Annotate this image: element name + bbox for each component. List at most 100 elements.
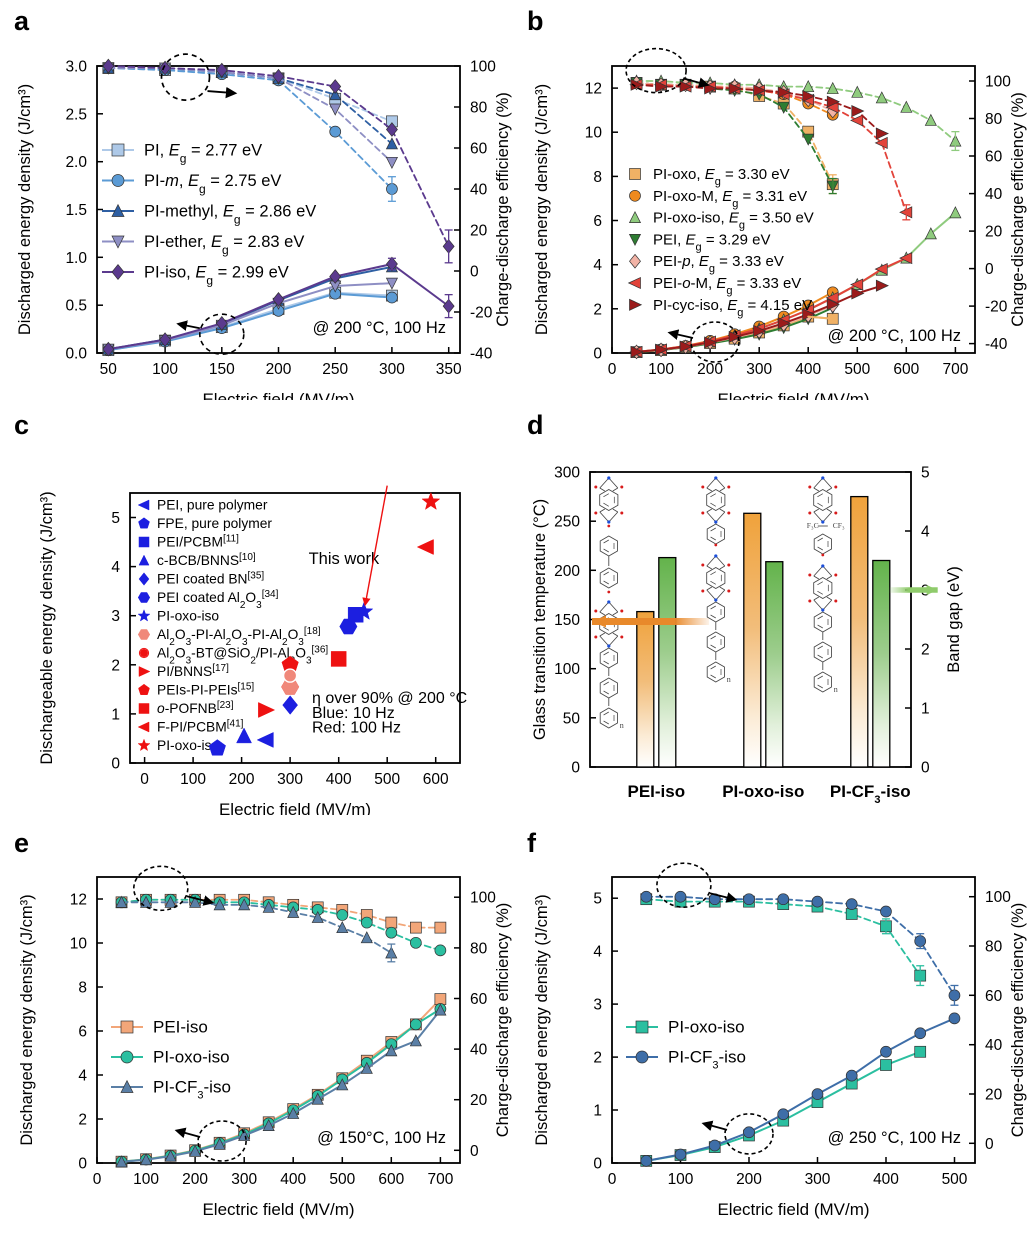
svg-text:0: 0 bbox=[985, 261, 994, 278]
svg-text:300: 300 bbox=[231, 1171, 257, 1188]
svg-text:f: f bbox=[527, 828, 537, 858]
svg-text:PI-CF3-iso: PI-CF3-iso bbox=[830, 782, 911, 806]
svg-text:PI-ether, Eg = 2.83 eV: PI-ether, Eg = 2.83 eV bbox=[144, 233, 304, 257]
svg-text:Discharged energy density (J/c: Discharged energy density (J/cm³) bbox=[533, 84, 551, 335]
svg-text:10: 10 bbox=[70, 936, 88, 953]
svg-text:60: 60 bbox=[470, 991, 488, 1008]
svg-text:80: 80 bbox=[985, 111, 1003, 128]
svg-text:@ 200 °C, 100 Hz: @ 200 °C, 100 Hz bbox=[313, 319, 446, 337]
svg-text:1.5: 1.5 bbox=[65, 202, 87, 219]
svg-text:c: c bbox=[14, 410, 29, 440]
svg-text:@ 150°C, 100 Hz: @ 150°C, 100 Hz bbox=[317, 1129, 446, 1147]
svg-text:PEI-p, Eg = 3.33 eV: PEI-p, Eg = 3.33 eV bbox=[653, 253, 784, 275]
svg-text:600: 600 bbox=[378, 1171, 404, 1188]
svg-text:PI-methyl, Eg = 2.86 eV: PI-methyl, Eg = 2.86 eV bbox=[144, 203, 316, 227]
svg-text:100: 100 bbox=[470, 59, 496, 76]
svg-text:Glass transition temperature (: Glass transition temperature (°C) bbox=[531, 499, 549, 740]
svg-text:2: 2 bbox=[593, 1050, 602, 1067]
svg-text:PI-oxo-iso: PI-oxo-iso bbox=[157, 609, 219, 624]
svg-text:PI-oxo, Eg = 3.30 eV: PI-oxo, Eg = 3.30 eV bbox=[653, 166, 790, 188]
svg-text:1: 1 bbox=[593, 1103, 602, 1120]
svg-text:Dischargeable energy density (: Dischargeable energy density (J/cm³) bbox=[38, 491, 56, 764]
svg-text:700: 700 bbox=[427, 1171, 453, 1188]
svg-text:4: 4 bbox=[593, 257, 602, 274]
svg-text:Charge-discharge efficiency (%: Charge-discharge efficiency (%) bbox=[1009, 92, 1027, 326]
svg-text:PEI/PCBM[11]: PEI/PCBM[11] bbox=[157, 533, 239, 550]
svg-text:PI/BNNS[17]: PI/BNNS[17] bbox=[157, 663, 229, 680]
svg-text:Electric field (MV/m): Electric field (MV/m) bbox=[219, 800, 371, 819]
svg-text:-40: -40 bbox=[470, 346, 493, 363]
svg-text:200: 200 bbox=[554, 563, 580, 580]
svg-text:8: 8 bbox=[593, 169, 602, 186]
svg-text:n: n bbox=[834, 685, 838, 694]
svg-text:PEI coated BN[35]: PEI coated BN[35] bbox=[157, 570, 264, 587]
svg-text:PEIs-PI-PEIs[15]: PEIs-PI-PEIs[15] bbox=[157, 681, 254, 698]
svg-text:300: 300 bbox=[554, 465, 580, 482]
svg-text:40: 40 bbox=[985, 1037, 1003, 1054]
svg-text:4: 4 bbox=[111, 559, 120, 576]
svg-text:200: 200 bbox=[266, 361, 292, 378]
svg-text:40: 40 bbox=[470, 182, 488, 199]
svg-text:200: 200 bbox=[697, 361, 723, 378]
svg-text:b: b bbox=[527, 6, 544, 36]
svg-text:50: 50 bbox=[100, 361, 118, 378]
svg-text:20: 20 bbox=[985, 224, 1003, 241]
svg-text:PI-CF3-iso: PI-CF3-iso bbox=[153, 1078, 231, 1102]
svg-text:PI-m, Eg = 2.75 eV: PI-m, Eg = 2.75 eV bbox=[144, 172, 281, 196]
svg-text:80: 80 bbox=[985, 939, 1003, 956]
svg-text:This work: This work bbox=[309, 550, 380, 568]
svg-text:1: 1 bbox=[111, 706, 120, 723]
svg-text:PI-oxo-iso: PI-oxo-iso bbox=[722, 782, 804, 801]
svg-text:10: 10 bbox=[585, 125, 603, 142]
svg-text:2: 2 bbox=[593, 301, 602, 318]
svg-text:Electric field (MV/m): Electric field (MV/m) bbox=[202, 1200, 354, 1219]
svg-text:50: 50 bbox=[563, 710, 581, 727]
svg-text:4: 4 bbox=[78, 1068, 87, 1085]
svg-text:400: 400 bbox=[280, 1171, 306, 1188]
svg-text:150: 150 bbox=[209, 361, 235, 378]
svg-text:3: 3 bbox=[593, 997, 602, 1014]
svg-text:100: 100 bbox=[668, 1171, 694, 1188]
svg-text:200: 200 bbox=[229, 771, 255, 788]
svg-text:40: 40 bbox=[985, 186, 1003, 203]
svg-text:PI-oxo-iso, Eg = 3.50 eV: PI-oxo-iso, Eg = 3.50 eV bbox=[653, 210, 814, 232]
svg-text:80: 80 bbox=[470, 940, 488, 957]
svg-text:100: 100 bbox=[985, 889, 1011, 906]
svg-text:700: 700 bbox=[942, 361, 968, 378]
svg-text:F₃C: F₃C bbox=[807, 521, 819, 530]
svg-text:0: 0 bbox=[93, 1171, 102, 1188]
svg-text:5: 5 bbox=[593, 891, 602, 908]
svg-text:0: 0 bbox=[608, 1171, 617, 1188]
svg-text:PI-oxo-iso: PI-oxo-iso bbox=[668, 1018, 745, 1037]
svg-text:PEI-iso: PEI-iso bbox=[627, 782, 685, 801]
svg-text:6: 6 bbox=[78, 1024, 87, 1041]
svg-text:Red: 100 Hz: Red: 100 Hz bbox=[312, 720, 401, 737]
svg-text:20: 20 bbox=[470, 1092, 488, 1109]
svg-text:0: 0 bbox=[111, 756, 120, 773]
svg-text:100: 100 bbox=[180, 771, 206, 788]
svg-text:100: 100 bbox=[985, 74, 1011, 91]
svg-text:40: 40 bbox=[470, 1042, 488, 1059]
svg-text:Discharged energy density (J/c: Discharged energy density (J/cm³) bbox=[18, 894, 36, 1145]
svg-text:100: 100 bbox=[152, 361, 178, 378]
svg-text:100: 100 bbox=[470, 890, 496, 907]
svg-text:PEI coated Al2O3[34]: PEI coated Al2O3[34] bbox=[157, 589, 279, 611]
svg-text:0: 0 bbox=[921, 760, 930, 777]
svg-text:PEI-iso: PEI-iso bbox=[153, 1018, 208, 1037]
svg-text:0: 0 bbox=[140, 771, 149, 788]
svg-text:60: 60 bbox=[985, 149, 1003, 166]
svg-text:150: 150 bbox=[554, 612, 580, 629]
svg-text:2: 2 bbox=[111, 657, 120, 674]
svg-text:2.0: 2.0 bbox=[65, 154, 87, 171]
svg-text:e: e bbox=[14, 828, 29, 858]
svg-text:0: 0 bbox=[470, 1143, 479, 1160]
svg-text:PEI-o-M, Eg = 3.33 eV: PEI-o-M, Eg = 3.33 eV bbox=[653, 275, 801, 297]
svg-text:60: 60 bbox=[985, 988, 1003, 1005]
svg-text:Electric field (MV/m): Electric field (MV/m) bbox=[202, 390, 354, 409]
svg-text:c-BCB/BNNS[10]: c-BCB/BNNS[10] bbox=[157, 552, 256, 569]
svg-text:F-PI/PCBM[41]: F-PI/PCBM[41] bbox=[157, 718, 244, 735]
svg-text:0: 0 bbox=[593, 1156, 602, 1173]
svg-text:250: 250 bbox=[322, 361, 348, 378]
svg-text:80: 80 bbox=[470, 100, 488, 117]
svg-text:500: 500 bbox=[942, 1171, 968, 1188]
